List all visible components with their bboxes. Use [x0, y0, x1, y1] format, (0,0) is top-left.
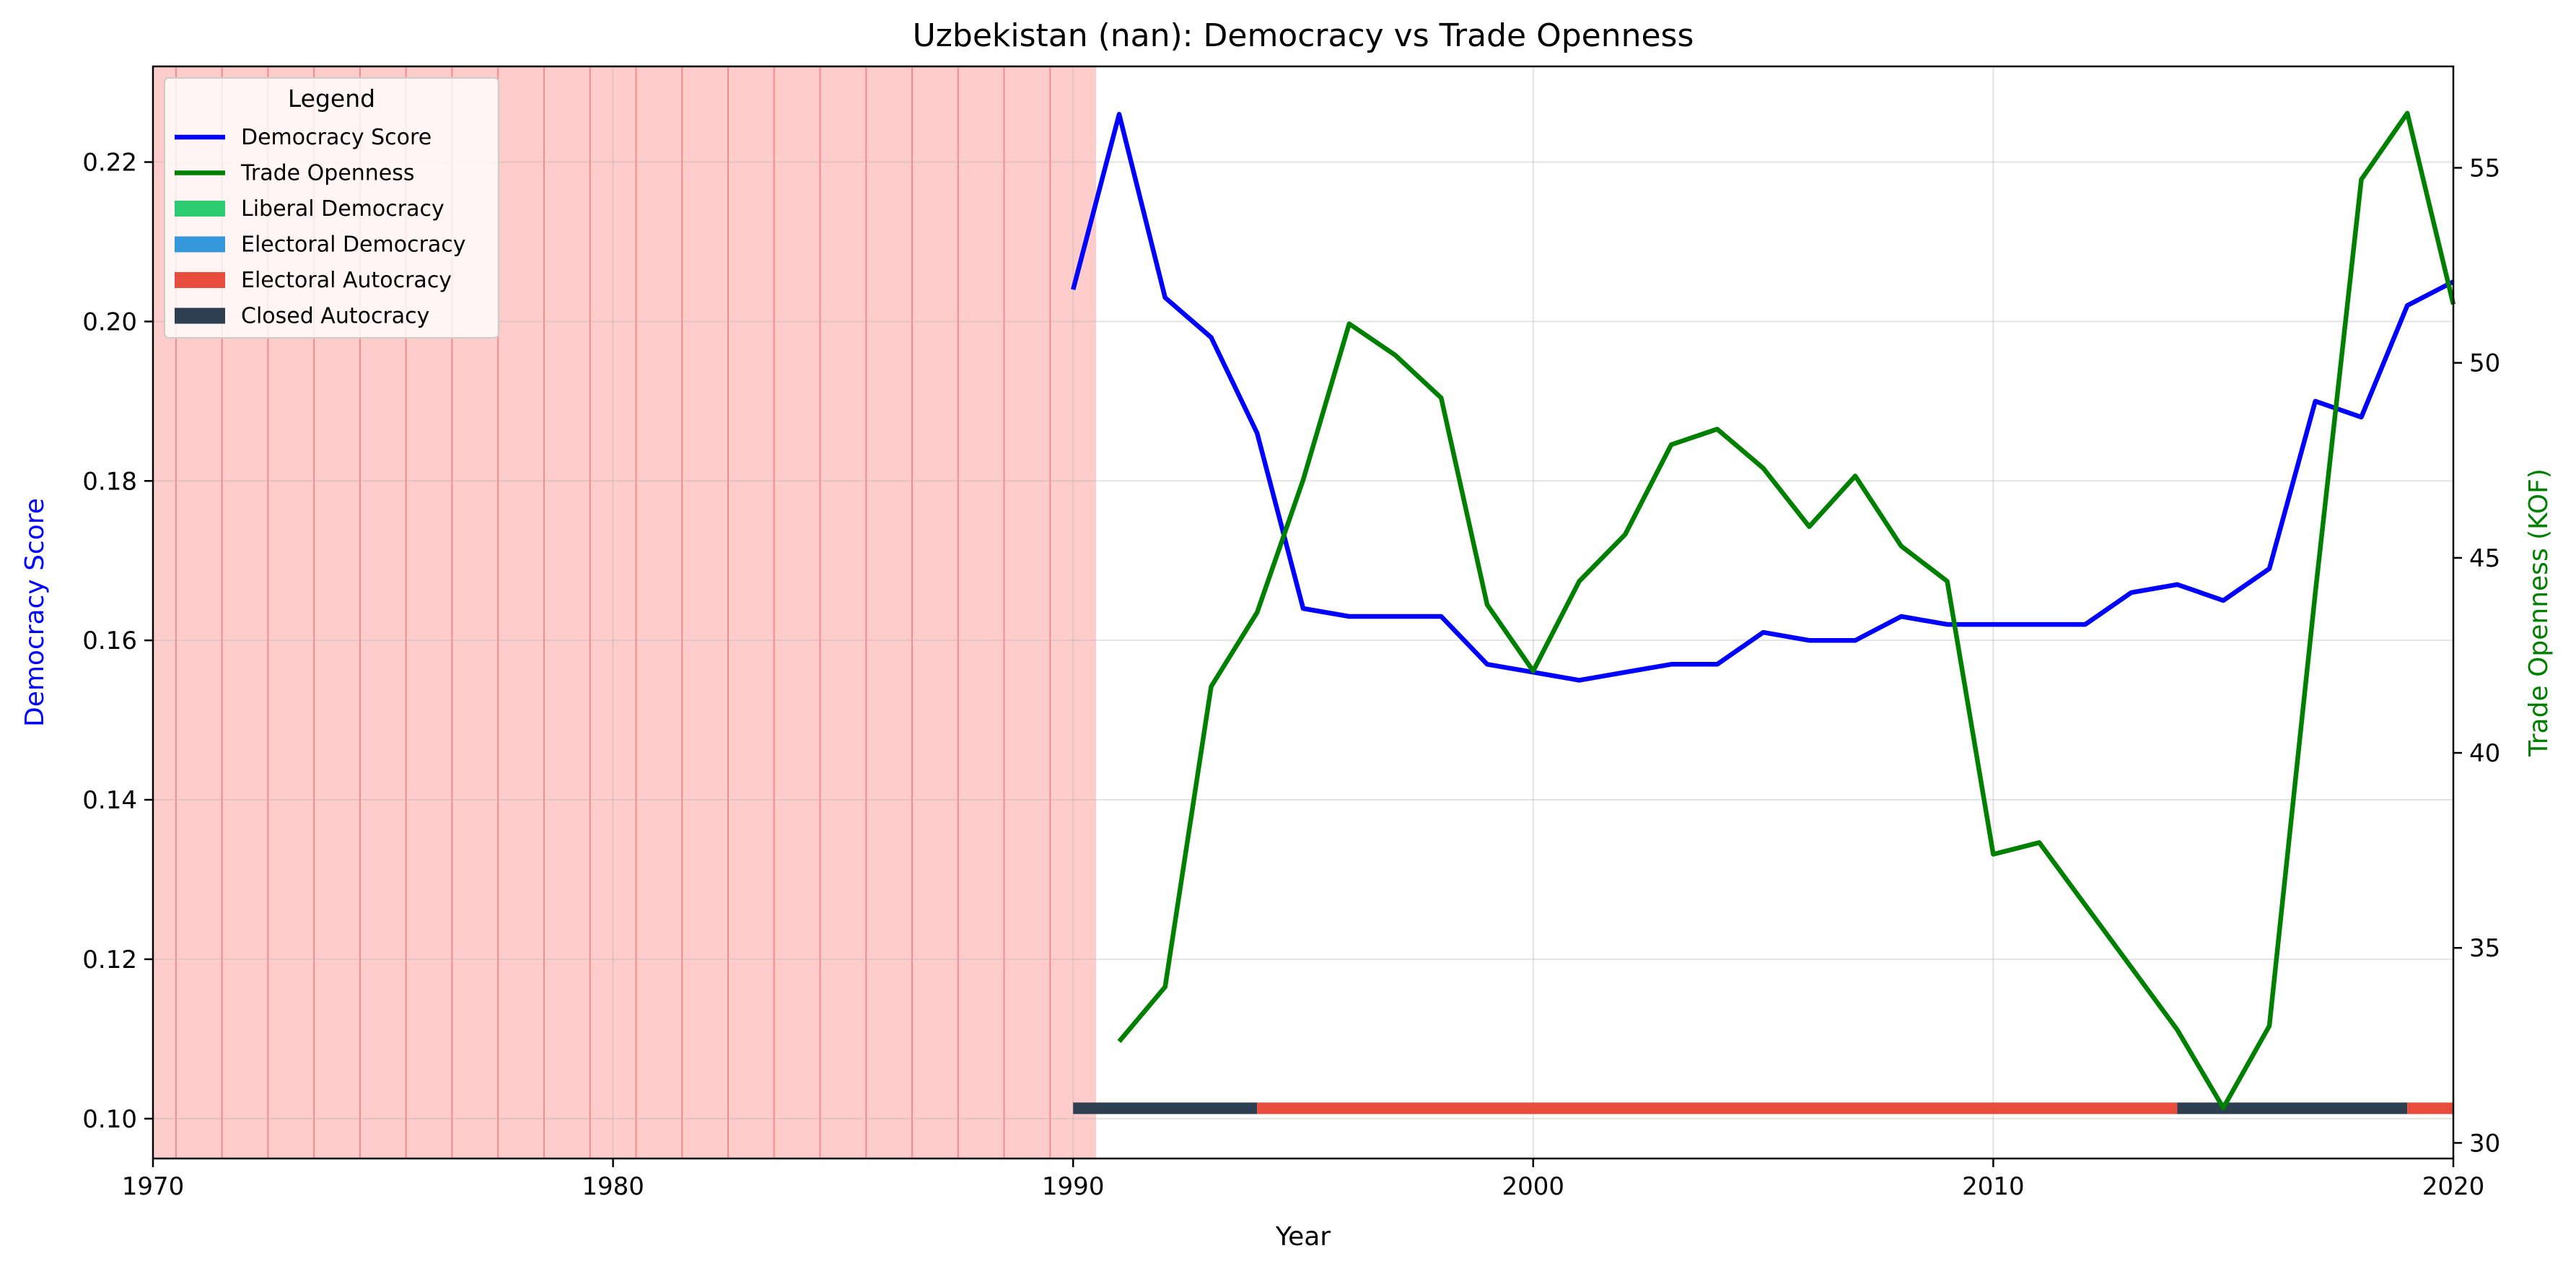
- legend-swatch-patch: [175, 236, 225, 253]
- legend-label: Electoral Democracy: [241, 232, 466, 258]
- axes-layer: 1970 1980 1990 2000 2010 2020 0.10 0.12 0.14 0.16…: [82, 149, 2500, 1201]
- y-left-tick-label: 0.22: [82, 149, 137, 178]
- series-layer: [1071, 110, 2456, 1111]
- y-right-tick-label: 50: [2469, 349, 2500, 378]
- y-axis-right-title: Trade Openness (KOF): [2524, 468, 2554, 757]
- y-left-tick-label: 0.14: [82, 786, 137, 815]
- regime-bar-segment: [1257, 1102, 2178, 1114]
- regime-bar-segment: [2407, 1102, 2453, 1114]
- y-right-tick-label: 35: [2469, 934, 2500, 963]
- democracy-score-line: [1071, 112, 2455, 683]
- x-tick-label: 1990: [1042, 1172, 1105, 1201]
- y-right-tick-label: 45: [2469, 544, 2500, 573]
- legend-label: Electoral Autocracy: [241, 268, 452, 293]
- legend: Legend Democracy Score Trade Openness Libe…: [164, 77, 499, 339]
- regime-bar-layer: [1073, 1102, 2453, 1114]
- x-tick-label: 2010: [1962, 1172, 2025, 1201]
- y-left-tick-label: 0.18: [82, 467, 137, 496]
- legend-swatch-patch: [175, 201, 225, 217]
- x-axis-title: Year: [1275, 1222, 1331, 1252]
- regime-bar-segment: [1073, 1102, 1258, 1114]
- x-tick-label: 2000: [1502, 1172, 1565, 1201]
- legend-label: Democracy Score: [241, 125, 431, 150]
- legend-label: Closed Autocracy: [241, 304, 429, 329]
- x-tick-label: 2020: [2422, 1172, 2485, 1201]
- y-left-tick-label: 0.16: [82, 627, 137, 655]
- y-left-tick-label: 0.12: [82, 946, 137, 974]
- x-tick-label: 1970: [122, 1172, 185, 1201]
- legend-label: Liberal Democracy: [241, 196, 444, 222]
- legend-swatch-patch: [175, 272, 225, 288]
- plot-frame: [152, 65, 2455, 1160]
- legend-box: [164, 77, 499, 339]
- legend-swatch-patch: [175, 307, 225, 324]
- legend-title: Legend: [288, 84, 375, 113]
- legend-label: Trade Openness: [240, 161, 415, 186]
- trade-openness-line: [1117, 110, 2456, 1111]
- y-right-tick-label: 30: [2469, 1129, 2500, 1158]
- y-axis-left-title: Democracy Score: [20, 498, 50, 727]
- chart-title: Uzbekistan (nan): Democracy vs Trade Ope…: [913, 17, 1694, 54]
- regime-bar-segment: [2177, 1102, 2408, 1114]
- y-right-tick-label: 40: [2469, 739, 2500, 768]
- y-left-tick-label: 0.20: [82, 307, 137, 336]
- legend-entries: Democracy Score Trade Openness Liberal Dem…: [175, 125, 466, 329]
- x-tick-label: 1980: [582, 1172, 644, 1201]
- y-right-tick-label: 55: [2469, 154, 2500, 183]
- y-left-tick-label: 0.10: [82, 1105, 137, 1134]
